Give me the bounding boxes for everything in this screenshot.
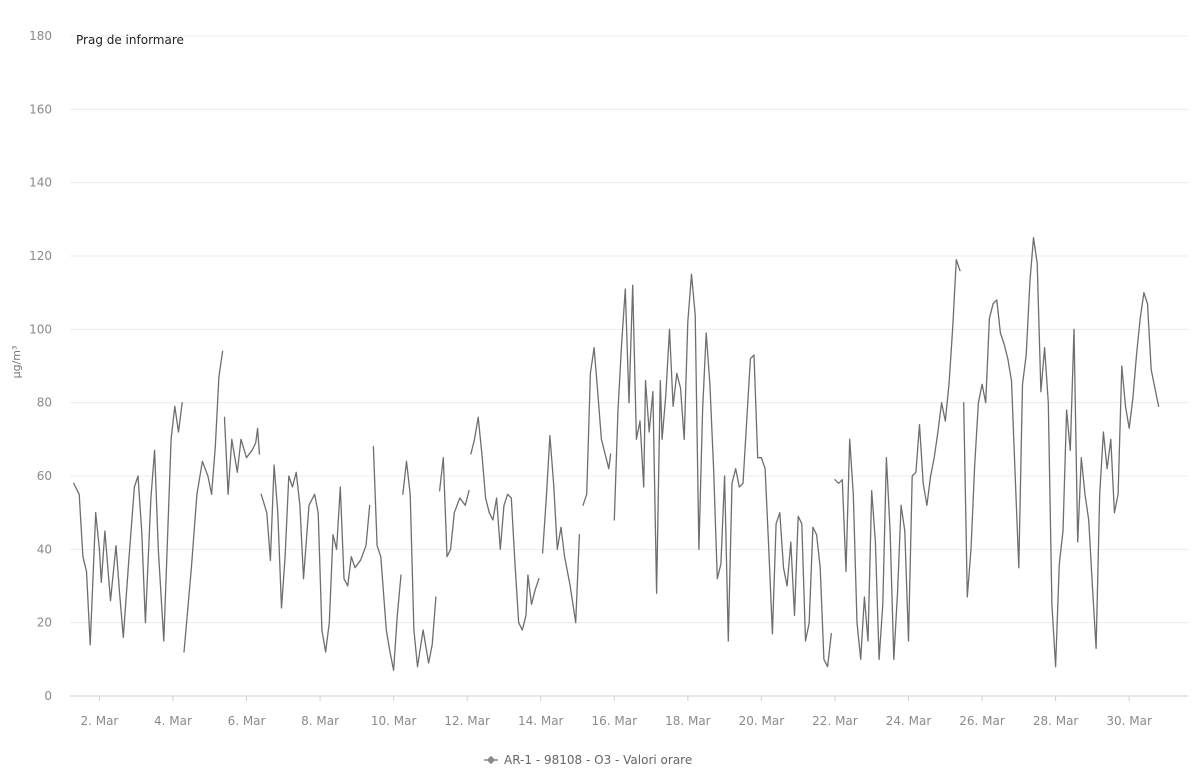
y-axis-ticks: 0 20 40 60 80 100 120 140 160 180	[29, 29, 52, 703]
y-tick-label: 100	[29, 322, 52, 336]
legend-series-name[interactable]: AR-1 - 98108 - O3 - Valori orare	[504, 753, 692, 767]
series-line-segment	[260, 464, 371, 653]
x-tick-label: 26. Mar	[959, 714, 1005, 728]
series-line-segment	[613, 273, 832, 668]
x-tick-label: 16. Mar	[592, 714, 638, 728]
series-line-segment	[834, 259, 961, 660]
series-line-segment	[73, 402, 183, 646]
y-tick-label: 120	[29, 249, 52, 263]
x-tick-label: 6. Mar	[228, 714, 266, 728]
x-tick-label: 4. Mar	[154, 714, 192, 728]
series-line-segment	[582, 347, 612, 506]
gridlines	[70, 35, 1188, 697]
series-line-segment	[470, 416, 540, 631]
series-line-segment	[541, 435, 581, 624]
x-axis-ticks: 2. Mar 4. Mar 6. Mar 8. Mar 10. Mar 12. Mar 14…	[80, 696, 1152, 728]
y-tick-label: 40	[37, 542, 52, 556]
y-tick-label: 180	[29, 29, 52, 43]
threshold-label: Prag de informare	[76, 33, 184, 47]
series-line-segment	[372, 446, 402, 671]
x-tick-label: 10. Mar	[371, 714, 417, 728]
x-tick-label: 18. Mar	[665, 714, 711, 728]
y-tick-label: 0	[44, 689, 52, 703]
x-tick-label: 24. Mar	[886, 714, 932, 728]
x-tick-label: 20. Mar	[739, 714, 785, 728]
x-tick-label: 12. Mar	[444, 714, 490, 728]
series-line-segment	[402, 460, 437, 668]
series-line-segment	[223, 416, 261, 495]
y-tick-label: 20	[37, 616, 52, 630]
y-axis-label: µg/m³	[10, 346, 23, 379]
y-tick-label: 140	[29, 176, 52, 190]
x-tick-label: 22. Mar	[812, 714, 858, 728]
y-tick-label: 160	[29, 102, 52, 116]
legend[interactable]: AR-1 - 98108 - O3 - Valori orare	[484, 753, 692, 767]
legend-diamond-icon	[486, 755, 496, 765]
series-line-segment	[963, 237, 1160, 668]
x-tick-label: 28. Mar	[1033, 714, 1079, 728]
x-tick-label: 2. Mar	[80, 714, 118, 728]
y-tick-label: 60	[37, 469, 52, 483]
x-tick-label: 14. Mar	[518, 714, 564, 728]
series-layer	[73, 237, 1160, 671]
x-tick-label: 30. Mar	[1106, 714, 1152, 728]
x-tick-label: 8. Mar	[301, 714, 339, 728]
series-line-segment	[438, 457, 470, 558]
y-tick-label: 80	[37, 396, 52, 410]
series-line-segment	[183, 350, 224, 653]
